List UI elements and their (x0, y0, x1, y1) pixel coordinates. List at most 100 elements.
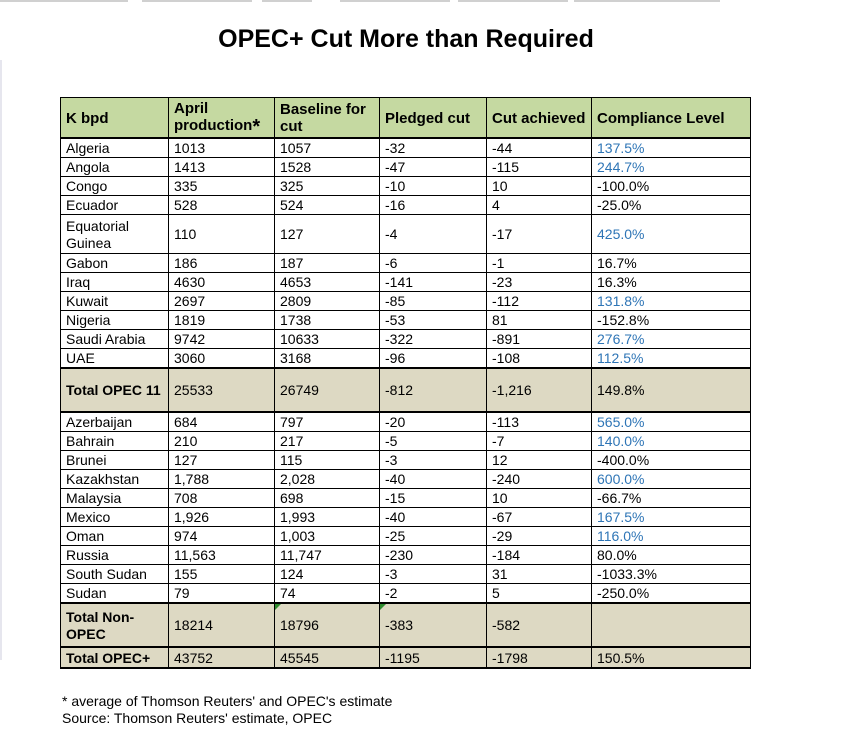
april-production-cell: 974 (168, 526, 275, 546)
header-k-bpd: K bpd (60, 97, 169, 139)
pledged-cut-cell: -3 (379, 564, 487, 584)
baseline-cell: 2809 (274, 291, 380, 311)
april-production-cell: 1,788 (168, 469, 275, 489)
page-title: OPEC+ Cut More than Required (218, 25, 594, 53)
compliance-cell: 276.7% (591, 329, 751, 349)
country-cell: Total OPEC 11 (60, 367, 169, 413)
compliance-cell: 131.8% (591, 291, 751, 311)
baseline-cell: 11,747 (274, 545, 380, 565)
april-production-cell: 335 (168, 176, 275, 196)
country-cell: Total OPEC+ (60, 646, 169, 669)
baseline-cell: 3168 (274, 348, 380, 369)
country-cell: Gabon (60, 253, 169, 273)
compliance-cell: -66.7% (591, 488, 751, 508)
april-production-cell: 11,563 (168, 545, 275, 565)
pledged-cut-cell: -5 (379, 431, 487, 451)
compliance-cell: -400.0% (591, 450, 751, 470)
top-divider (340, 0, 450, 2)
pledged-cut-cell: -85 (379, 291, 487, 311)
compliance-cell: 565.0% (591, 411, 751, 432)
pledged-cut-cell: -230 (379, 545, 487, 565)
cut-achieved-cell: -23 (486, 272, 592, 292)
pledged-cut-cell: -10 (379, 176, 487, 196)
cut-achieved-cell: 4 (486, 195, 592, 215)
baseline-cell: 1528 (274, 157, 380, 177)
table-row: Equatorial Guinea 110 127 -4 -17 425.0% (60, 214, 751, 254)
top-divider (142, 0, 252, 2)
compliance-cell: 167.5% (591, 507, 751, 527)
baseline-cell: 45545 (274, 646, 380, 669)
table-row: Bahrain 210 217 -5 -7 140.0% (60, 431, 751, 451)
pledged-cut-cell: -16 (379, 195, 487, 215)
compliance-cell: 16.3% (591, 272, 751, 292)
cut-achieved-cell: 10 (486, 488, 592, 508)
pledged-cut-cell: -40 (379, 469, 487, 489)
cut-achieved-cell: -1 (486, 253, 592, 273)
april-production-cell: 3060 (168, 348, 275, 369)
april-production-cell: 684 (168, 411, 275, 432)
cut-achieved-cell: -1,216 (486, 367, 592, 413)
country-cell: Malaysia (60, 488, 169, 508)
baseline-cell: 698 (274, 488, 380, 508)
cut-achieved-cell: -240 (486, 469, 592, 489)
baseline-cell: 524 (274, 195, 380, 215)
table-row: Mexico 1,926 1,993 -40 -67 167.5% (60, 507, 751, 527)
table-row: Russia 11,563 11,747 -230 -184 80.0% (60, 545, 751, 565)
header-cut-achieved: Cut achieved (486, 97, 592, 139)
pledged-cut-cell: -2 (379, 583, 487, 604)
cut-achieved-cell: 12 (486, 450, 592, 470)
table-header-row: K bpd April production* Baseline for cut… (60, 97, 751, 139)
pledged-cut-cell: -1195 (379, 646, 487, 669)
april-production-cell: 110 (168, 214, 275, 254)
country-cell: Brunei (60, 450, 169, 470)
cut-achieved-cell: -113 (486, 411, 592, 432)
country-cell: Nigeria (60, 310, 169, 330)
table-total-row: Total Non-OPEC 18214 18796 -383 -582 (60, 602, 751, 648)
table-row: Brunei 127 115 -3 12 -400.0% (60, 450, 751, 470)
pledged-cut-cell: -32 (379, 137, 487, 158)
table-row: South Sudan 155 124 -3 31 -1033.3% (60, 564, 751, 584)
pledged-cut-cell: -40 (379, 507, 487, 527)
cut-achieved-cell: -44 (486, 137, 592, 158)
baseline-cell: 1738 (274, 310, 380, 330)
pledged-cut-cell: -3 (379, 450, 487, 470)
compliance-cell: 116.0% (591, 526, 751, 546)
cut-achieved-cell: -67 (486, 507, 592, 527)
top-divider (262, 0, 312, 2)
header-asterisk: * (252, 116, 261, 138)
pledged-cut-cell: -812 (379, 367, 487, 413)
compliance-cell: 140.0% (591, 431, 751, 451)
compliance-cell: -25.0% (591, 195, 751, 215)
country-cell: Kuwait (60, 291, 169, 311)
baseline-cell: 187 (274, 253, 380, 273)
cut-achieved-cell: 81 (486, 310, 592, 330)
compliance-cell: 16.7% (591, 253, 751, 273)
compliance-cell: -100.0% (591, 176, 751, 196)
baseline-cell: 115 (274, 450, 380, 470)
cut-achieved-cell: -1798 (486, 646, 592, 669)
country-cell: Russia (60, 545, 169, 565)
country-cell: Angola (60, 157, 169, 177)
table-row: Azerbaijan 684 797 -20 -113 565.0% (60, 411, 751, 432)
baseline-cell: 127 (274, 214, 380, 254)
baseline-cell: 18796 (274, 602, 380, 648)
april-production-cell: 2697 (168, 291, 275, 311)
april-production-cell: 1,926 (168, 507, 275, 527)
april-production-cell: 127 (168, 450, 275, 470)
compliance-cell: -152.8% (591, 310, 751, 330)
cut-achieved-cell: -184 (486, 545, 592, 565)
baseline-cell: 74 (274, 583, 380, 604)
country-cell: Total Non-OPEC (60, 602, 169, 648)
pledged-cut-cell: -20 (379, 411, 487, 432)
header-pledged-cut: Pledged cut (379, 97, 487, 139)
cut-achieved-cell: -112 (486, 291, 592, 311)
table-row: Angola 1413 1528 -47 -115 244.7% (60, 157, 751, 177)
country-cell: Saudi Arabia (60, 329, 169, 349)
country-cell: Ecuador (60, 195, 169, 215)
compliance-cell (591, 602, 751, 648)
baseline-cell: 797 (274, 411, 380, 432)
cut-achieved-cell: -17 (486, 214, 592, 254)
table-total-row: Total OPEC 11 25533 26749 -812 -1,216 149.8% (60, 367, 751, 413)
cut-achieved-cell: 10 (486, 176, 592, 196)
country-cell: Mexico (60, 507, 169, 527)
